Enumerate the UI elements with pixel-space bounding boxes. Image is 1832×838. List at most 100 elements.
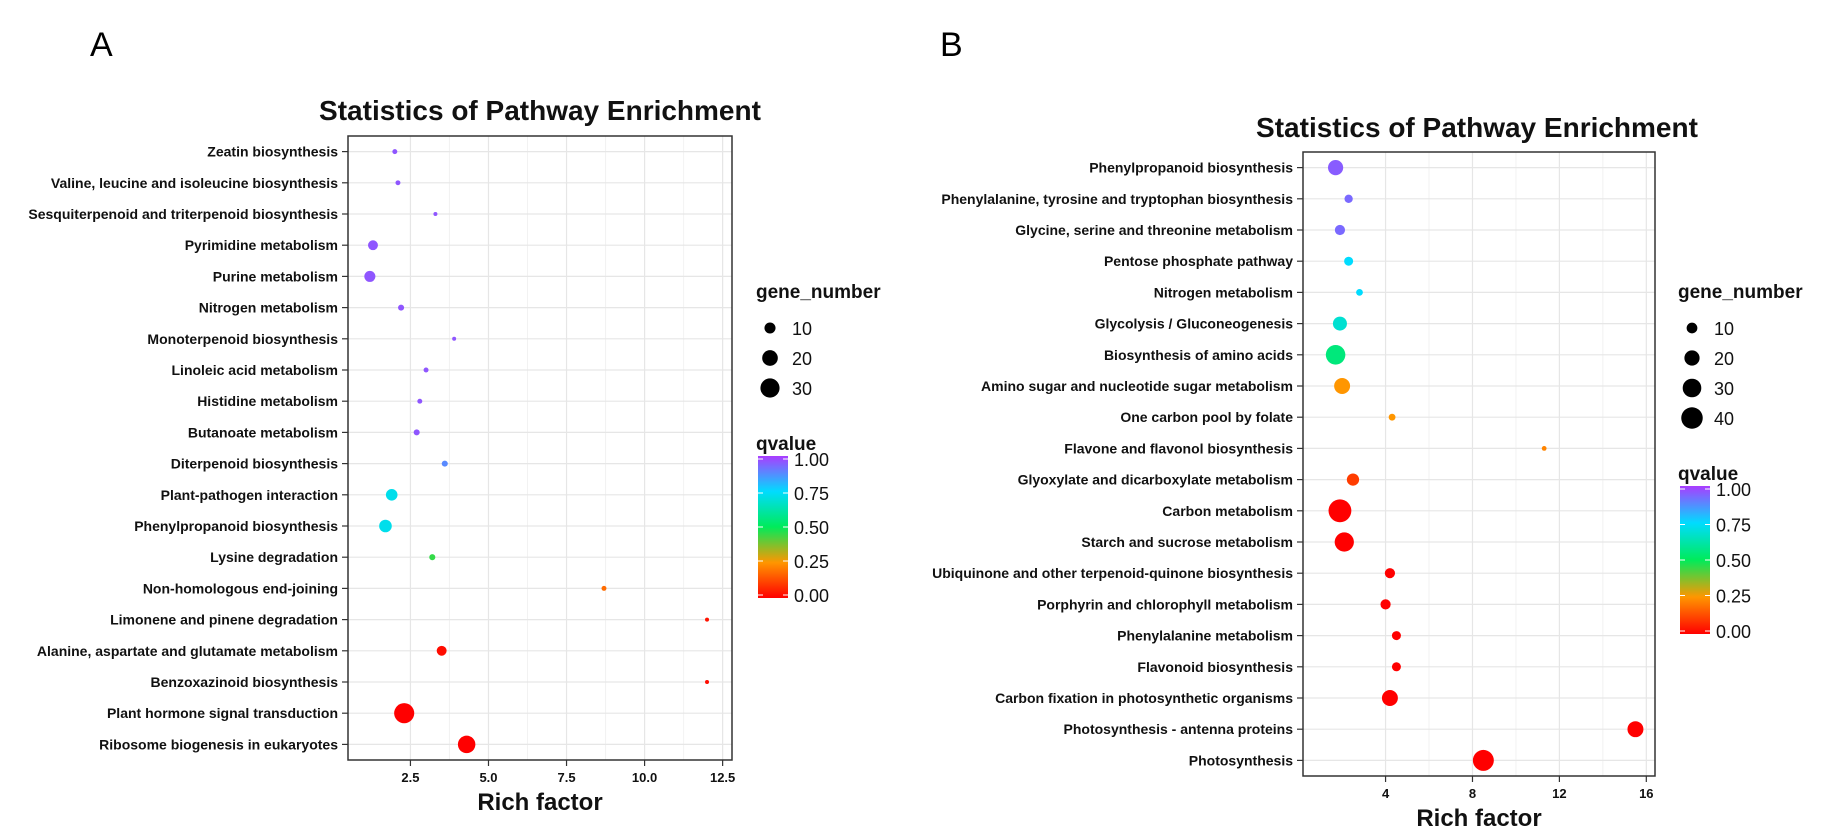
data-point: [1328, 499, 1352, 523]
size-legend-key: [1682, 378, 1702, 398]
data-point: [1334, 532, 1354, 552]
y-tick-label: Alanine, aspartate and glutamate metabol…: [37, 643, 338, 659]
data-point: [1391, 662, 1401, 672]
y-tick-label: Biosynthesis of amino acids: [1104, 347, 1293, 363]
y-tick-label: Lysine degradation: [210, 549, 338, 565]
color-legend-label: 1.00: [1716, 480, 1751, 500]
color-legend-label: 0.00: [794, 586, 829, 606]
y-tick-label: Photosynthesis - antenna proteins: [1064, 721, 1294, 737]
data-point: [368, 240, 378, 251]
y-tick-label: Flavone and flavonol biosynthesis: [1064, 440, 1293, 456]
x-tick-label: 10.0: [632, 770, 657, 785]
x-tick-label: 2.5: [401, 770, 419, 785]
chart-title: Statistics of Pathway Enrichment: [1256, 112, 1698, 143]
y-tick-label: Nitrogen metabolism: [1154, 284, 1293, 300]
color-legend-label: 0.50: [1716, 551, 1751, 571]
y-tick-label: Carbon metabolism: [1162, 503, 1293, 519]
y-tick-label: Monoterpenoid biosynthesis: [147, 331, 338, 347]
plot-border: [347, 135, 733, 761]
data-point: [1380, 599, 1391, 610]
x-tick-label: 5.0: [479, 770, 497, 785]
size-legend-label: 10: [1714, 319, 1734, 339]
x-tick-label: 12.5: [710, 770, 735, 785]
x-axis-title: Rich factor: [477, 789, 602, 816]
color-legend-label: 0.75: [794, 484, 829, 504]
x-axis-title: Rich factor: [1416, 805, 1541, 832]
size-legend-label: 30: [792, 379, 812, 399]
data-point: [1472, 749, 1494, 771]
data-point: [1334, 378, 1351, 394]
plot-area: [348, 136, 732, 760]
y-tick-label: Phenylpropanoid biosynthesis: [1089, 160, 1293, 176]
color-legend-label: 0.50: [794, 518, 829, 538]
size-legend-title: gene_number: [756, 282, 881, 303]
data-point: [441, 460, 448, 467]
color-legend-title: qvalue: [756, 434, 816, 455]
y-tick-label: Diterpenoid biosynthesis: [171, 456, 338, 472]
data-point: [413, 429, 420, 436]
data-point: [395, 180, 401, 186]
size-legend-key: [764, 322, 776, 334]
plot-area: [1303, 152, 1655, 776]
color-legend-title: qvalue: [1678, 464, 1738, 485]
y-tick-label: Flavonoid biosynthesis: [1137, 659, 1293, 675]
y-tick-label: Butanoate metabolism: [188, 424, 338, 440]
data-point: [1325, 345, 1346, 365]
y-tick-label: Linoleic acid metabolism: [172, 362, 339, 378]
size-legend-key: [1681, 407, 1703, 429]
y-tick-label: Non-homologous end-joining: [143, 580, 338, 596]
y-tick-label: Porphyrin and chlorophyll metabolism: [1037, 596, 1293, 612]
grid-lines: [348, 136, 732, 760]
data-point: [1391, 631, 1401, 641]
y-tick-label: Glycolysis / Gluconeogenesis: [1095, 316, 1294, 332]
color-legend-label: 1.00: [794, 450, 829, 470]
data-point: [705, 617, 710, 622]
y-tick-label: Histidine metabolism: [197, 393, 338, 409]
y-tick-label: Benzoxazinoid biosynthesis: [151, 674, 339, 690]
size-legend-title: gene_number: [1678, 282, 1803, 303]
y-tick-label: Plant hormone signal transduction: [107, 705, 338, 721]
data-point: [433, 212, 438, 216]
data-point: [1381, 690, 1398, 706]
color-legend-label: 0.25: [794, 552, 829, 572]
y-tick-label: Phenylpropanoid biosynthesis: [134, 518, 338, 534]
panel-label-b: B: [940, 26, 963, 64]
chart-title: Statistics of Pathway Enrichment: [319, 95, 761, 126]
data-point: [436, 645, 447, 656]
y-tick-label: Photosynthesis: [1189, 752, 1293, 768]
y-tick-label: Amino sugar and nucleotide sugar metabol…: [981, 378, 1293, 394]
y-tick-label: Glyoxylate and dicarboxylate metabolism: [1018, 472, 1293, 488]
color-legend-label: 0.25: [1716, 587, 1751, 607]
data-point: [398, 304, 405, 311]
y-tick-label: Carbon fixation in photosynthetic organi…: [995, 690, 1293, 706]
y-tick-label: Glycine, serine and threonine metabolism: [1015, 222, 1293, 238]
y-tick-label: One carbon pool by folate: [1120, 409, 1293, 425]
y-tick-label: Valine, leucine and isoleucine biosynthe…: [51, 175, 338, 191]
data-point: [1327, 159, 1344, 176]
color-legend-label: 0.00: [1716, 622, 1751, 642]
x-tick-label: 16: [1639, 786, 1653, 801]
chart-b: Statistics of Pathway Enrichment Phenylpr…: [932, 112, 1803, 832]
data-point: [1332, 316, 1347, 331]
data-point: [392, 149, 398, 155]
y-tick-label: Starch and sucrose metabolism: [1081, 534, 1293, 550]
color-legend-label: 0.75: [1716, 516, 1751, 536]
x-tick-label: 4: [1382, 786, 1390, 801]
y-tick-label: Phenylalanine, tyrosine and tryptophan b…: [941, 191, 1293, 207]
size-legend-key: [1686, 322, 1698, 334]
data-point: [452, 336, 457, 341]
data-point: [364, 270, 376, 282]
data-point: [1384, 568, 1396, 579]
data-point: [1344, 194, 1353, 203]
data-point: [601, 585, 607, 591]
data-point: [457, 735, 476, 754]
x-tick-label: 12: [1552, 786, 1566, 801]
y-tick-label: Purine metabolism: [213, 268, 338, 284]
data-point: [1356, 289, 1363, 296]
data-point: [417, 398, 423, 404]
size-legend-key: [760, 378, 780, 398]
data-point: [423, 367, 429, 373]
y-tick-label: Ubiquinone and other terpenoid-quinone b…: [932, 565, 1293, 581]
data-point: [1541, 445, 1547, 451]
y-tick-label: Ribosome biogenesis in eukaryotes: [99, 736, 338, 752]
